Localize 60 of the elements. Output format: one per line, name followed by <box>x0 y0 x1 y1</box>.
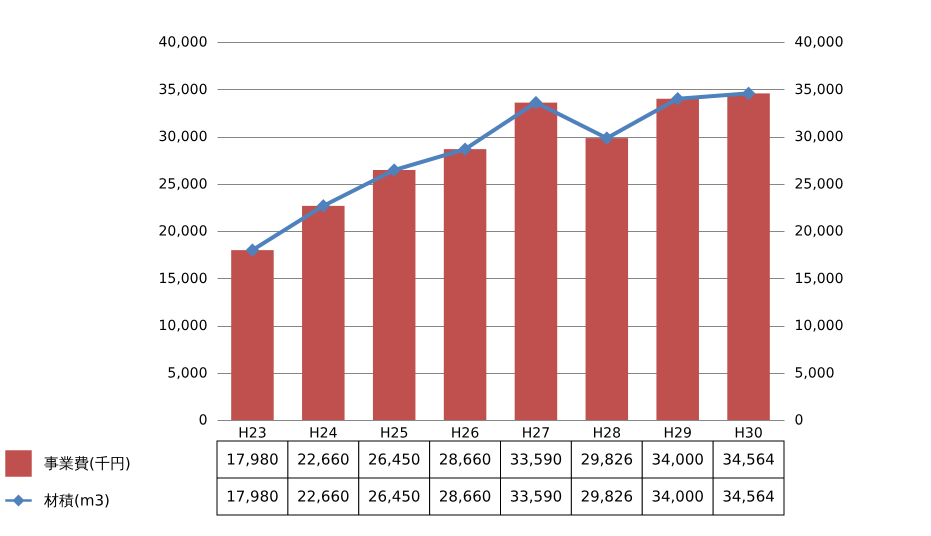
data-label: 34,564 <box>722 450 775 468</box>
bar <box>656 98 699 420</box>
data-label: 34,564 <box>722 488 775 506</box>
y2-tick-label: 35,000 <box>794 82 844 98</box>
bar <box>586 138 628 420</box>
data-label: 28,660 <box>438 450 492 468</box>
x-tick-label: H25 <box>380 426 408 442</box>
y2-tick-label: 5,000 <box>794 365 835 382</box>
y-tick-label: 30,000 <box>158 129 208 145</box>
point <box>458 142 472 156</box>
y-tick-label: 5,000 <box>167 365 208 382</box>
bar <box>444 149 486 420</box>
legend-label: 事業費(千円) <box>44 454 131 472</box>
point <box>246 243 260 257</box>
data-label: 28,660 <box>438 488 492 506</box>
y-tick-label: 20,000 <box>158 224 208 240</box>
data-label: 26,450 <box>368 450 420 468</box>
data-label: 17,980 <box>226 450 279 468</box>
y-tick-label: 35,000 <box>158 82 208 98</box>
bar <box>514 102 558 420</box>
bar <box>727 93 770 420</box>
point <box>387 163 401 177</box>
data-label: 22,660 <box>297 488 350 506</box>
y-tick-label: 25,000 <box>158 176 208 192</box>
data-label: 29,826 <box>580 488 634 506</box>
y2-tick-label: 40,000 <box>794 34 844 50</box>
y-tick-label: 40,000 <box>158 34 208 50</box>
y2-tick-label: 20,000 <box>794 224 844 240</box>
y2-tick-label: 10,000 <box>794 318 844 334</box>
point <box>742 86 756 100</box>
data-label: 34,000 <box>651 488 704 506</box>
y2-tick-label: 25,000 <box>794 176 844 192</box>
point <box>529 96 543 110</box>
x-tick-label: H23 <box>238 426 267 442</box>
x-tick-label: H27 <box>522 426 550 442</box>
x-tick-label: H29 <box>664 426 692 442</box>
y-tick-label: 15,000 <box>158 270 208 287</box>
y-tick-label: 10,000 <box>158 318 208 334</box>
data-label: 33,590 <box>510 450 562 468</box>
x-tick-label: H30 <box>734 426 763 442</box>
x-tick-label: H26 <box>450 426 480 442</box>
data-label: 22,660 <box>297 450 350 468</box>
x-tick-label: H24 <box>309 426 338 442</box>
y-tick-label: 0 <box>198 412 208 428</box>
point <box>600 131 614 145</box>
data-label: 29,826 <box>580 450 634 468</box>
data-label: 17,980 <box>226 488 279 506</box>
point <box>316 199 330 213</box>
x-tick-label: H28 <box>592 426 621 442</box>
point <box>670 92 684 106</box>
y2-tick-label: 30,000 <box>794 129 844 145</box>
data-label: 34,000 <box>651 450 704 468</box>
y2-tick-label: 15,000 <box>794 270 844 287</box>
legend-label: 材積(m3) <box>43 492 110 510</box>
data-label: 33,590 <box>510 488 562 506</box>
y2-tick-label: 0 <box>794 412 804 428</box>
bar <box>231 250 274 420</box>
data-label: 26,450 <box>368 488 420 506</box>
bar <box>372 170 416 420</box>
bar <box>302 206 345 420</box>
